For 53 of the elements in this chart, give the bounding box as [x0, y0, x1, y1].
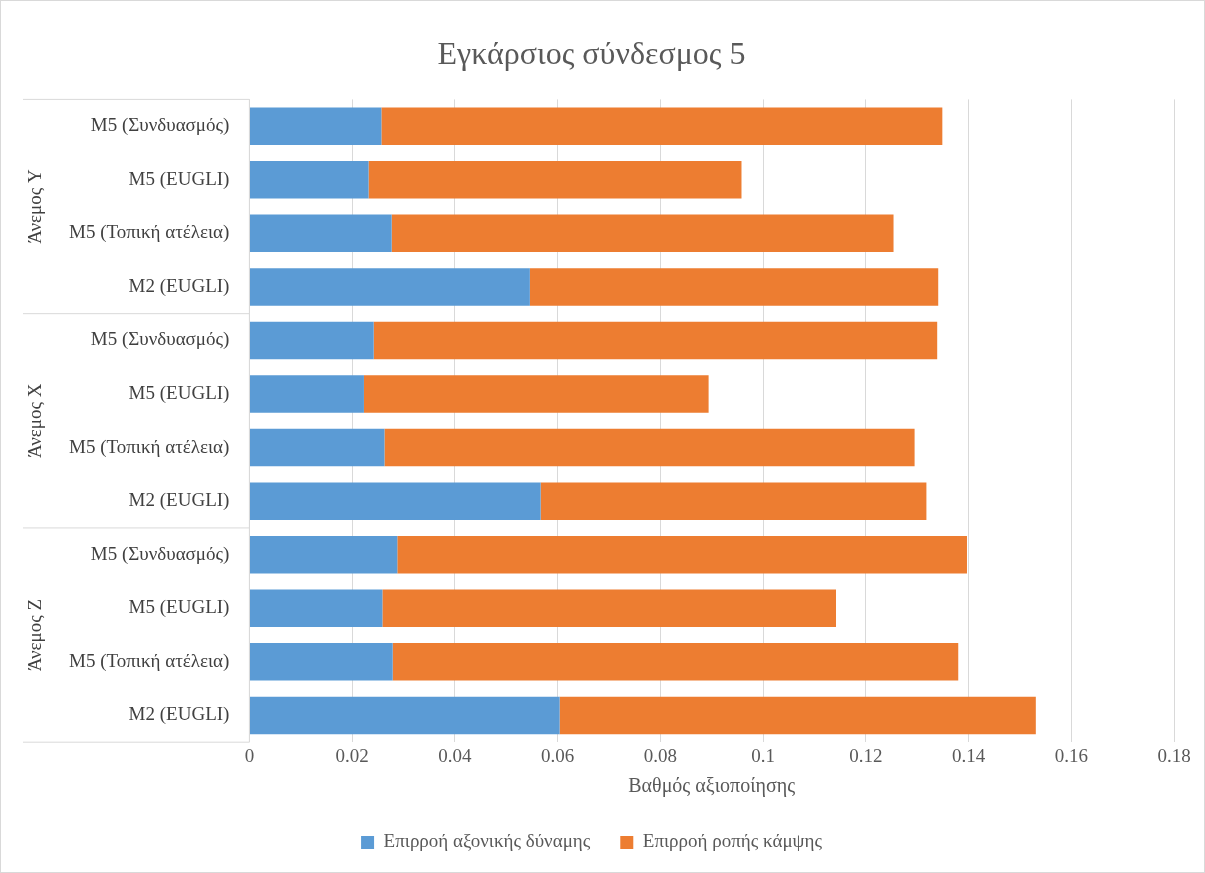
x-tick-label: 0.14 [951, 744, 986, 766]
bar [397, 535, 967, 574]
bar [249, 161, 369, 199]
bar [249, 482, 541, 520]
y-tick-label: M5 (EUGLI) [128, 382, 230, 404]
y-tick-label: M2 (EUGLI) [128, 703, 230, 726]
bar [392, 643, 959, 681]
bar [368, 161, 742, 199]
bar [540, 482, 927, 520]
legend-label: Επιρροή ροπής κάμψης [642, 830, 823, 852]
text: Άνεμος Y [23, 168, 45, 244]
y-tick-label: M5 (Συνδυασμός) [90, 114, 230, 137]
chart-title: Εγκάρσιος σύνδεσμος 5 [437, 34, 746, 71]
bar [382, 589, 836, 628]
bar [249, 321, 374, 360]
bar [249, 107, 382, 145]
bar [391, 214, 894, 253]
x-tick-label: 0.08 [643, 744, 677, 766]
y-tick-label: M5 (Συνδυασμός) [90, 542, 230, 565]
y-tick-label: M5 (EUGLI) [128, 596, 230, 619]
bar [373, 321, 938, 360]
y-tick-label: M5 (Τοπική ατέλεια) [69, 649, 230, 672]
bar [249, 589, 383, 628]
x-tick-label: 0.1 [751, 744, 775, 766]
x-tick-label: 0.12 [849, 744, 883, 766]
bar [249, 268, 530, 306]
bar [529, 268, 939, 306]
y-tick-label: M2 (EUGLI) [128, 489, 230, 512]
bar [363, 375, 709, 413]
bar [249, 696, 560, 735]
x-tick-label: 0.04 [438, 744, 472, 766]
bar [559, 696, 1036, 735]
y-tick-label: M5 (EUGLI) [128, 167, 230, 190]
bar [249, 535, 398, 574]
legend-label: Επιρροή αξονικής δύναμης [383, 830, 591, 852]
bar [381, 107, 943, 145]
y-tick-label: M5 (Τοπική ατέλεια) [69, 221, 230, 244]
x-tick-label: 0.06 [540, 744, 575, 766]
x-tick-label: 0.16 [1054, 744, 1088, 766]
x-tick-label: 0.18 [1157, 744, 1191, 766]
y-tick-label: M5 (Τοπική ατέλεια) [69, 435, 230, 458]
bar [249, 375, 364, 413]
bar [249, 214, 392, 253]
x-tick-label: 0.02 [335, 744, 369, 766]
bar [249, 428, 385, 467]
x-axis-title: Βαθμός αξιοποίησης [628, 774, 796, 798]
text: Άνεμος Z [23, 598, 45, 672]
y-tick-label: M5 (Συνδυασμός) [90, 328, 230, 351]
text: Άνεμος X [23, 383, 45, 459]
y-tick-label: M2 (EUGLI) [128, 274, 230, 297]
bar [384, 428, 915, 467]
x-tick-label: 0 [244, 744, 255, 766]
bar [249, 643, 393, 681]
